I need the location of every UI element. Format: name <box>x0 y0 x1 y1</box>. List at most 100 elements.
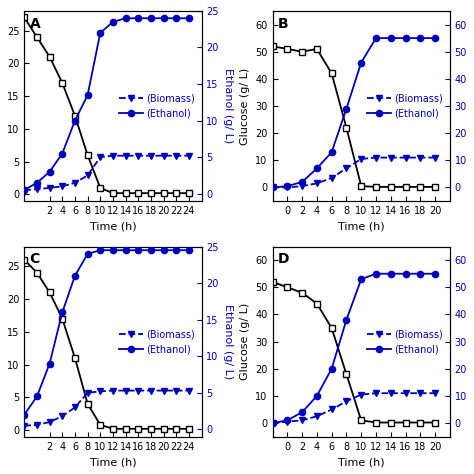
(Ethanol) <box>72 273 78 279</box>
(Ethanol) <box>136 247 141 253</box>
(Ethanol) <box>299 410 305 415</box>
(Biomass) <box>284 419 290 425</box>
(Ethanol) <box>161 247 166 253</box>
(Biomass) <box>186 388 192 393</box>
(Ethanol) <box>110 19 116 25</box>
Y-axis label: Glucose (g/ L): Glucose (g/ L) <box>240 303 250 380</box>
Text: C: C <box>29 252 40 266</box>
(Biomass) <box>110 153 116 158</box>
(Ethanol) <box>173 247 179 253</box>
(Biomass) <box>136 388 141 393</box>
Line: (Ethanol): (Ethanol) <box>21 15 192 193</box>
(Biomass) <box>402 391 408 396</box>
(Ethanol) <box>98 30 103 36</box>
Line: (Biomass): (Biomass) <box>21 387 192 429</box>
Line: (Biomass): (Biomass) <box>21 153 192 193</box>
(Ethanol) <box>284 418 290 423</box>
(Biomass) <box>299 183 305 189</box>
(Biomass) <box>373 155 379 160</box>
(Biomass) <box>299 418 305 423</box>
(Biomass) <box>270 420 275 426</box>
(Biomass) <box>358 156 364 162</box>
(Biomass) <box>358 392 364 397</box>
(Biomass) <box>161 153 166 158</box>
(Ethanol) <box>85 251 91 257</box>
(Biomass) <box>186 153 192 158</box>
(Biomass) <box>34 422 40 428</box>
(Ethanol) <box>21 187 27 193</box>
Legend: (Biomass), (Ethanol): (Biomass), (Ethanol) <box>117 327 197 356</box>
(Biomass) <box>85 173 91 178</box>
(Biomass) <box>344 399 349 404</box>
(Ethanol) <box>21 412 27 418</box>
(Ethanol) <box>432 35 438 41</box>
Text: B: B <box>278 17 289 31</box>
X-axis label: Time (h): Time (h) <box>338 221 384 231</box>
Text: A: A <box>29 17 40 31</box>
(Ethanol) <box>329 149 335 155</box>
(Biomass) <box>161 388 166 393</box>
(Ethanol) <box>314 393 320 399</box>
(Biomass) <box>47 419 53 425</box>
(Ethanol) <box>270 184 275 190</box>
Line: (Ethanol): (Ethanol) <box>21 247 192 418</box>
(Ethanol) <box>402 271 408 276</box>
(Biomass) <box>388 155 393 160</box>
(Biomass) <box>432 391 438 396</box>
(Ethanol) <box>59 151 65 156</box>
Y-axis label: Glucose (g/ L): Glucose (g/ L) <box>240 67 250 145</box>
(Ethanol) <box>59 310 65 315</box>
(Ethanol) <box>123 16 128 21</box>
(Ethanol) <box>344 317 349 323</box>
(Biomass) <box>136 153 141 158</box>
(Ethanol) <box>314 165 320 171</box>
Legend: (Biomass), (Ethanol): (Biomass), (Ethanol) <box>365 91 445 120</box>
(Ethanol) <box>148 16 154 21</box>
(Ethanol) <box>284 183 290 189</box>
(Ethanol) <box>47 361 53 366</box>
(Ethanol) <box>47 169 53 174</box>
(Biomass) <box>123 153 128 158</box>
Legend: (Biomass), (Ethanol): (Biomass), (Ethanol) <box>117 91 197 120</box>
(Biomass) <box>329 175 335 181</box>
(Ethanol) <box>110 247 116 253</box>
Line: (Ethanol): (Ethanol) <box>269 271 438 426</box>
(Ethanol) <box>418 35 423 41</box>
(Ethanol) <box>329 366 335 372</box>
(Biomass) <box>59 413 65 419</box>
(Biomass) <box>123 388 128 393</box>
Line: (Ethanol): (Ethanol) <box>269 35 438 191</box>
(Biomass) <box>388 391 393 396</box>
(Biomass) <box>329 407 335 412</box>
X-axis label: Time (h): Time (h) <box>90 221 136 231</box>
(Ethanol) <box>136 16 141 21</box>
(Ethanol) <box>358 60 364 65</box>
(Ethanol) <box>299 179 305 185</box>
(Ethanol) <box>418 271 423 276</box>
(Biomass) <box>47 185 53 191</box>
(Biomass) <box>314 181 320 186</box>
(Biomass) <box>21 187 27 193</box>
(Ethanol) <box>186 247 192 253</box>
(Ethanol) <box>98 247 103 253</box>
Y-axis label: Ethanol (g/ L): Ethanol (g/ L) <box>223 304 233 379</box>
(Biomass) <box>173 153 179 158</box>
X-axis label: Time (h): Time (h) <box>90 457 136 467</box>
(Ethanol) <box>148 247 154 253</box>
(Ethanol) <box>72 118 78 123</box>
(Ethanol) <box>373 35 379 41</box>
(Biomass) <box>98 389 103 394</box>
(Ethanol) <box>388 271 393 276</box>
(Ethanol) <box>161 16 166 21</box>
(Biomass) <box>418 155 423 160</box>
(Ethanol) <box>344 106 349 111</box>
(Biomass) <box>432 155 438 160</box>
(Biomass) <box>270 184 275 190</box>
(Ethanol) <box>85 92 91 98</box>
(Biomass) <box>314 413 320 419</box>
(Biomass) <box>72 404 78 410</box>
(Ethanol) <box>34 393 40 399</box>
(Biomass) <box>72 180 78 186</box>
(Ethanol) <box>373 271 379 276</box>
(Biomass) <box>59 183 65 189</box>
